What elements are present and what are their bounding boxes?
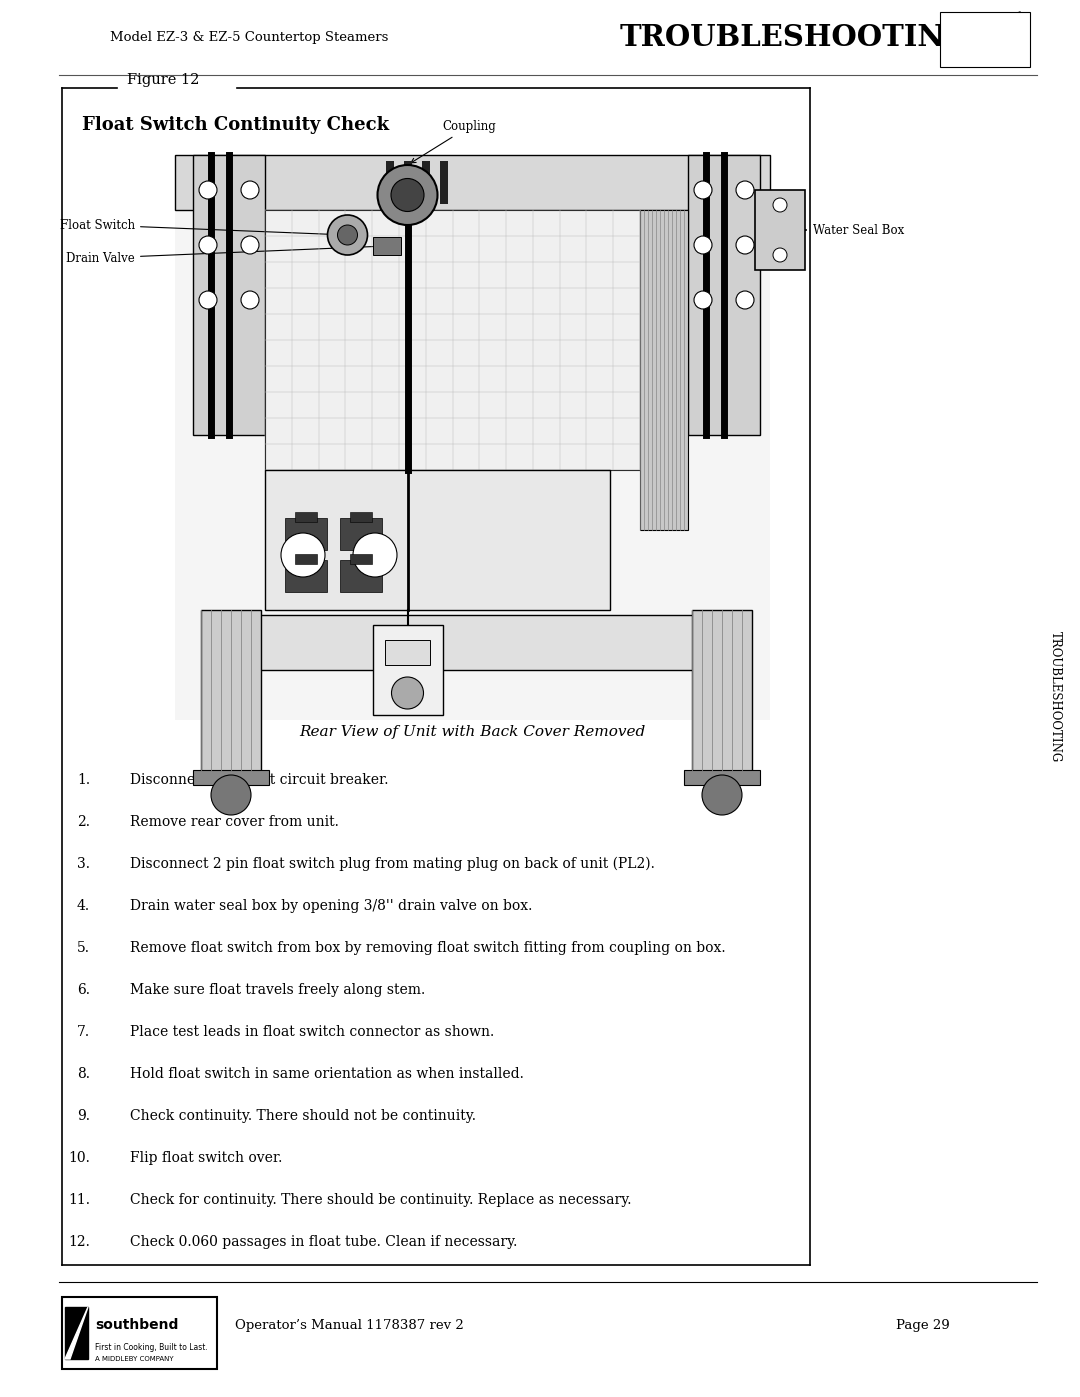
Text: Check for continuity. There should be continuity. Replace as necessary.: Check for continuity. There should be co… bbox=[130, 1193, 632, 1207]
Text: Hold float switch in same orientation as when installed.: Hold float switch in same orientation as… bbox=[130, 1067, 524, 1081]
Circle shape bbox=[773, 198, 787, 212]
Text: Check continuity. There should not be continuity.: Check continuity. There should not be co… bbox=[130, 1109, 476, 1123]
Text: 3.: 3. bbox=[77, 856, 90, 870]
Bar bbox=[175, 155, 770, 719]
Bar bbox=[940, 13, 1030, 67]
Bar bbox=[265, 469, 610, 610]
Text: 5.: 5. bbox=[77, 942, 90, 956]
Text: Remove float switch from box by removing float switch fitting from coupling on b: Remove float switch from box by removing… bbox=[130, 942, 726, 956]
Text: Water Seal Box: Water Seal Box bbox=[801, 224, 904, 236]
Text: 10.: 10. bbox=[68, 1151, 90, 1165]
Text: Float Switch Continuity Check: Float Switch Continuity Check bbox=[82, 116, 389, 134]
Bar bbox=[688, 155, 760, 434]
Bar bbox=[440, 161, 448, 204]
Bar bbox=[201, 610, 261, 775]
Bar bbox=[692, 610, 752, 775]
Text: Page 29: Page 29 bbox=[896, 1319, 950, 1331]
Bar bbox=[295, 511, 318, 522]
Text: Model EZ-3 & EZ-5 Countertop Steamers: Model EZ-3 & EZ-5 Countertop Steamers bbox=[110, 31, 389, 43]
Bar bbox=[373, 237, 401, 256]
Text: Remove rear cover from unit.: Remove rear cover from unit. bbox=[130, 814, 339, 828]
Circle shape bbox=[353, 534, 397, 577]
Bar bbox=[384, 640, 431, 665]
Text: 6.: 6. bbox=[77, 983, 90, 997]
Text: Make sure float travels freely along stem.: Make sure float travels freely along ste… bbox=[130, 983, 426, 997]
Bar bbox=[373, 624, 443, 715]
Text: 2.: 2. bbox=[77, 814, 90, 828]
Text: Figure 12: Figure 12 bbox=[127, 73, 200, 87]
Text: A MIDDLEBY COMPANY: A MIDDLEBY COMPANY bbox=[95, 1356, 174, 1362]
Text: Coupling: Coupling bbox=[410, 120, 496, 163]
Text: Operator’s Manual 1178387 rev 2: Operator’s Manual 1178387 rev 2 bbox=[235, 1319, 463, 1331]
Circle shape bbox=[281, 534, 325, 577]
Bar bbox=[386, 161, 394, 204]
Text: 4.: 4. bbox=[77, 900, 90, 914]
Text: 11.: 11. bbox=[68, 1193, 90, 1207]
Bar bbox=[640, 210, 688, 529]
Circle shape bbox=[391, 179, 424, 211]
Text: TROUBLESHOOTING: TROUBLESHOOTING bbox=[1049, 631, 1062, 763]
Bar bbox=[193, 155, 265, 434]
Text: Disconnect 2 pin float switch plug from mating plug on back of unit (PL2).: Disconnect 2 pin float switch plug from … bbox=[130, 856, 654, 872]
Bar bbox=[175, 155, 770, 210]
Bar bbox=[62, 1296, 217, 1369]
Circle shape bbox=[241, 182, 259, 198]
Text: 7.: 7. bbox=[77, 1025, 90, 1039]
Bar bbox=[755, 190, 805, 270]
Text: First in Cooking, Built to Last.: First in Cooking, Built to Last. bbox=[95, 1343, 207, 1351]
Bar bbox=[684, 770, 760, 785]
Text: Float Switch: Float Switch bbox=[59, 218, 343, 237]
Circle shape bbox=[211, 775, 251, 814]
Circle shape bbox=[199, 291, 217, 309]
Bar bbox=[340, 518, 382, 550]
Text: 1.: 1. bbox=[77, 773, 90, 787]
Text: Flip float switch over.: Flip float switch over. bbox=[130, 1151, 282, 1165]
Bar bbox=[422, 161, 430, 204]
Circle shape bbox=[735, 291, 754, 309]
Circle shape bbox=[391, 678, 423, 710]
Circle shape bbox=[378, 165, 437, 225]
Circle shape bbox=[694, 182, 712, 198]
Bar bbox=[203, 615, 750, 671]
Text: 12.: 12. bbox=[68, 1235, 90, 1249]
Text: Check 0.060 passages in float tube. Clean if necessary.: Check 0.060 passages in float tube. Clea… bbox=[130, 1235, 517, 1249]
Bar bbox=[350, 511, 372, 522]
Circle shape bbox=[199, 236, 217, 254]
Polygon shape bbox=[65, 1308, 87, 1359]
Text: southbend: southbend bbox=[95, 1317, 178, 1331]
Bar bbox=[295, 555, 318, 564]
Circle shape bbox=[694, 291, 712, 309]
Circle shape bbox=[241, 291, 259, 309]
Text: Drain Valve: Drain Valve bbox=[66, 244, 382, 264]
Circle shape bbox=[327, 215, 367, 256]
Text: Drain water seal box by opening 3/8'' drain valve on box.: Drain water seal box by opening 3/8'' dr… bbox=[130, 900, 532, 914]
Bar bbox=[350, 555, 372, 564]
Bar bbox=[285, 560, 327, 592]
Circle shape bbox=[735, 182, 754, 198]
Text: Rear View of Unit with Back Cover Removed: Rear View of Unit with Back Cover Remove… bbox=[299, 725, 646, 739]
Circle shape bbox=[694, 236, 712, 254]
Bar bbox=[340, 560, 382, 592]
Circle shape bbox=[337, 225, 357, 244]
Text: 8.: 8. bbox=[77, 1067, 90, 1081]
Circle shape bbox=[773, 249, 787, 263]
Circle shape bbox=[735, 236, 754, 254]
Text: Disconnect power at circuit breaker.: Disconnect power at circuit breaker. bbox=[130, 773, 389, 787]
Bar bbox=[265, 210, 640, 469]
Circle shape bbox=[241, 236, 259, 254]
Bar bbox=[285, 518, 327, 550]
Text: Place test leads in float switch connector as shown.: Place test leads in float switch connect… bbox=[130, 1025, 495, 1039]
Text: TROUBLESHOOTING: TROUBLESHOOTING bbox=[620, 22, 970, 52]
Circle shape bbox=[702, 775, 742, 814]
Bar bbox=[404, 161, 411, 204]
Circle shape bbox=[199, 182, 217, 198]
Text: 9.: 9. bbox=[77, 1109, 90, 1123]
Polygon shape bbox=[65, 1308, 87, 1359]
Bar bbox=[193, 770, 269, 785]
